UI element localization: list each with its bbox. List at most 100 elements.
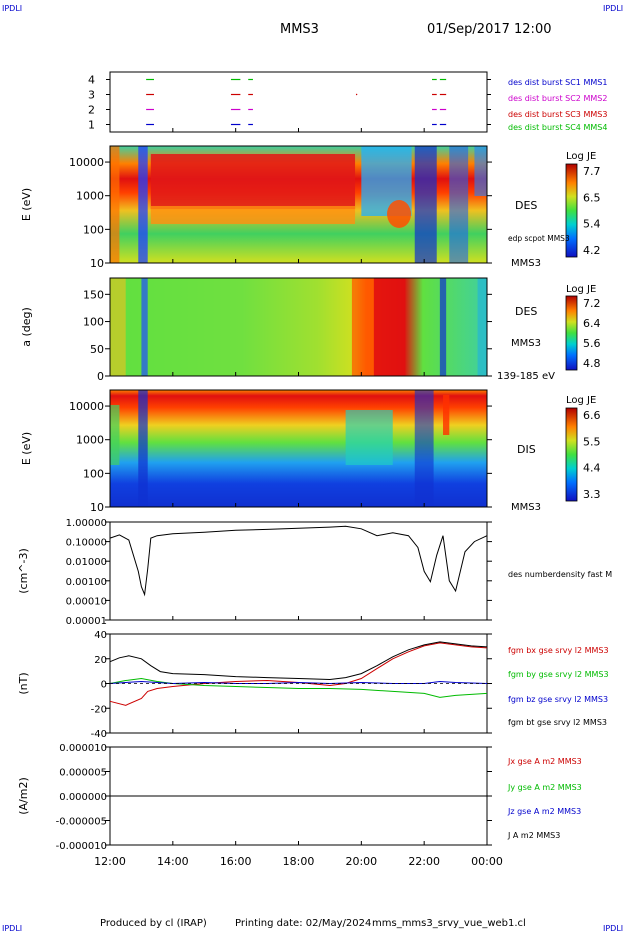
burst-dot xyxy=(355,93,358,96)
des-energy-blob xyxy=(387,200,412,228)
dis-energy-ytick-label: 100 xyxy=(83,467,104,480)
burst-ytick-label: 2 xyxy=(88,104,95,117)
des-pitch-gap xyxy=(141,278,148,376)
dis-energy-label: DIS xyxy=(517,443,536,456)
corner-label-top-left: IPDLI xyxy=(2,4,23,13)
dis-energy-gap2 xyxy=(414,390,434,507)
burst-ytick-label: 1 xyxy=(88,119,95,132)
j-legend: J A m2 MMS3 xyxy=(508,831,561,840)
datetime-title: 01/Sep/2017 12:00 xyxy=(427,22,552,37)
dis-energy-colorbar-tick: 6.6 xyxy=(583,409,601,422)
des-pitch-mms-label: MMS3 xyxy=(511,338,541,349)
dis-energy-ylabel: E (eV) xyxy=(20,432,33,465)
density-ytick-label: 0.00010 xyxy=(66,596,107,607)
scpot-label: edp scpot MMS3 xyxy=(508,234,570,243)
legend-burst-mms1: des dist burst SC1 MMS1 xyxy=(508,78,608,87)
time-tick-label: 22:00 xyxy=(408,855,440,868)
current-ytick-label: 0.000005 xyxy=(59,768,107,779)
colorbar-title-1: Log JE xyxy=(566,151,597,162)
time-tick-label: 14:00 xyxy=(157,855,189,868)
density-ytick-label: 0.01000 xyxy=(66,557,107,568)
des-pitch-ytick-label: 150 xyxy=(83,288,104,301)
des-energy-colorbar-tick: 5.4 xyxy=(583,218,601,231)
footer-produced: Produced by cl (IRAP) xyxy=(100,918,207,929)
des-energy-warm-band xyxy=(150,206,356,224)
des-energy-ytick-label: 10 xyxy=(90,257,104,270)
des-pitch-energy-label: 139-185 eV xyxy=(497,371,555,382)
des-energy-colorbar-tick: 6.5 xyxy=(583,191,601,204)
des-energy-label: DES xyxy=(515,199,538,212)
dis-energy-ytick-label: 1000 xyxy=(76,434,104,447)
fgm-ytick-label: 20 xyxy=(94,655,107,666)
des-pitch-ytick-label: 50 xyxy=(90,343,104,356)
des-pitch-edge xyxy=(110,278,126,376)
fgm-bx-legend: fgm bx gse srvy l2 MMS3 xyxy=(508,646,609,655)
burst-ytick-label: 4 xyxy=(88,74,95,87)
spacecraft-title: MMS3 xyxy=(280,22,319,37)
des-energy-ytick-label: 10000 xyxy=(69,156,104,169)
fgm-ytick-label: -40 xyxy=(91,729,107,740)
fgm-bz-legend: fgm bz gse srvy l2 MMS3 xyxy=(508,695,609,704)
legend-burst-mms4: des dist burst SC4 MMS4 xyxy=(508,123,608,132)
time-tick-label: 16:00 xyxy=(220,855,252,868)
current-ylabel: (A/m2) xyxy=(17,777,30,815)
density-frame xyxy=(109,521,488,621)
fgm-series-line xyxy=(109,680,488,685)
des-pitch-colorbar-tick: 5.6 xyxy=(583,337,601,350)
time-tick-label: 00:00 xyxy=(471,855,503,868)
fgm-ytick-label: 40 xyxy=(94,630,107,641)
des-pitch-label: DES xyxy=(515,305,538,318)
time-tick-label: 12:00 xyxy=(94,855,126,868)
des-energy-ytick-label: 1000 xyxy=(76,190,104,203)
current-ytick-label: 0.000010 xyxy=(59,743,107,754)
des-pitch-heatmap xyxy=(110,278,487,376)
des-energy-colorbar xyxy=(565,163,578,258)
density-ytick-label: 1.00000 xyxy=(66,518,107,529)
density-legend: des numberdensity fast M xyxy=(508,570,613,579)
dis-energy-colorbar-tick: 5.5 xyxy=(583,435,601,448)
des-energy-gap3 xyxy=(449,146,469,263)
burst-ytick-label: 3 xyxy=(88,89,95,102)
fgm-series-line xyxy=(109,642,488,706)
des-energy-mms-label: MMS3 xyxy=(511,258,541,269)
fgm-bt-legend: fgm bt gse srvy l2 MMS3 xyxy=(508,718,607,727)
des-pitch-colorbar-tick: 4.8 xyxy=(583,357,601,370)
fgm-ytick-label: 0 xyxy=(101,680,107,691)
fgm-ylabel: (nT) xyxy=(17,672,30,694)
density-series-line xyxy=(109,525,488,597)
des-pitch-colorbar-tick: 7.2 xyxy=(583,297,601,310)
des-pitch-gap2 xyxy=(439,278,447,376)
fgm-series-line xyxy=(109,641,488,681)
des-pitch-ylabel: a (deg) xyxy=(20,307,33,347)
fgm-by-legend: fgm by gse srvy l2 MMS3 xyxy=(508,670,609,679)
des-pitch-red xyxy=(373,278,406,376)
current-ytick-label: -0.000010 xyxy=(56,841,107,852)
des-energy-ylabel: E (eV) xyxy=(20,188,33,221)
des-pitch-ytick-label: 0 xyxy=(97,370,104,383)
corner-label-bottom-right: IPDLI xyxy=(603,924,624,933)
dis-energy-ytick-label: 10000 xyxy=(69,400,104,413)
corner-label-top-right: IPDLI xyxy=(603,4,624,13)
dis-energy-mms-label: MMS3 xyxy=(511,502,541,513)
dis-energy-spike xyxy=(443,395,450,435)
dis-energy-edge xyxy=(110,405,120,465)
dis-energy-colorbar xyxy=(565,407,578,502)
des-pitch-colorbar-tick: 6.4 xyxy=(583,317,601,330)
fgm-series-line xyxy=(109,677,488,698)
time-tick-label: 20:00 xyxy=(345,855,377,868)
des-pitch-end xyxy=(477,278,487,376)
jx-legend: Jx gse A m2 MMS3 xyxy=(508,757,582,766)
dis-energy-gap xyxy=(138,390,148,507)
des-energy-gap2 xyxy=(414,146,437,263)
dis-energy-colorbar-tick: 4.4 xyxy=(583,462,601,475)
des-energy-ytick-label: 100 xyxy=(83,223,104,236)
current-ytick-label: -0.000005 xyxy=(56,817,107,828)
footer-printing: Printing date: 02/May/2024 xyxy=(235,918,372,929)
time-tick-label: 18:00 xyxy=(283,855,315,868)
colorbar-title-3: Log JE xyxy=(566,395,597,406)
jz-legend: Jz gse A m2 MMS3 xyxy=(508,807,582,816)
dis-energy-sheath xyxy=(345,410,393,465)
fgm-ytick-label: -20 xyxy=(91,704,107,715)
dis-energy-ytick-label: 10 xyxy=(90,501,104,514)
